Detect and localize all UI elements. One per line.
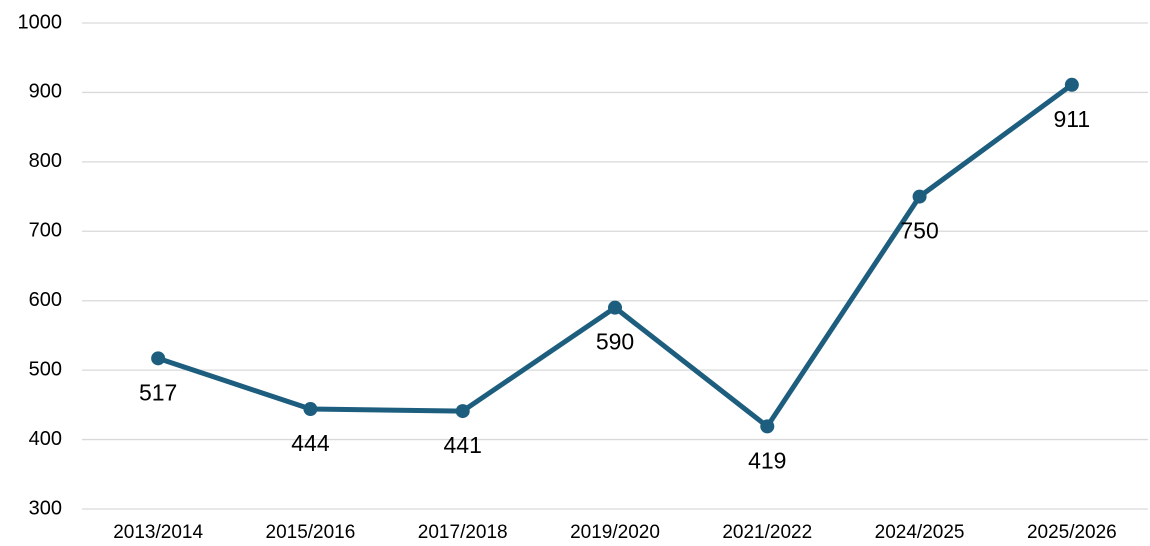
marker xyxy=(151,351,166,366)
x-tick-label: 2017/2018 xyxy=(418,522,508,543)
marker xyxy=(303,402,318,417)
x-tick-label: 2021/2022 xyxy=(722,522,812,543)
y-tick-label: 800 xyxy=(29,150,62,172)
y-tick-label: 900 xyxy=(29,81,62,103)
y-tick-label: 400 xyxy=(29,428,62,450)
data-label: 441 xyxy=(444,432,482,458)
marker xyxy=(912,189,927,204)
x-tick-label: 2015/2016 xyxy=(266,522,356,543)
y-tick-label: 300 xyxy=(29,497,62,519)
x-tick-label: 2013/2014 xyxy=(113,522,203,543)
data-label: 419 xyxy=(748,447,786,473)
marker xyxy=(608,300,622,315)
y-tick-label: 500 xyxy=(29,358,62,380)
marker xyxy=(455,404,470,419)
data-label: 911 xyxy=(1054,106,1091,132)
data-label: 750 xyxy=(900,218,938,244)
y-tick-label: 1000 xyxy=(18,11,63,33)
marker xyxy=(1064,77,1079,92)
x-tick-label: 2024/2025 xyxy=(875,522,965,543)
y-tick-label: 700 xyxy=(29,220,62,242)
data-label: 444 xyxy=(291,430,330,456)
x-tick-label: 2025/2026 xyxy=(1027,522,1117,543)
data-label: 517 xyxy=(139,379,177,405)
marker xyxy=(760,419,775,434)
x-tick-label: 2019/2020 xyxy=(570,522,660,543)
y-tick-label: 600 xyxy=(29,289,62,311)
line xyxy=(157,82,1074,429)
data-label: 590 xyxy=(596,329,634,355)
